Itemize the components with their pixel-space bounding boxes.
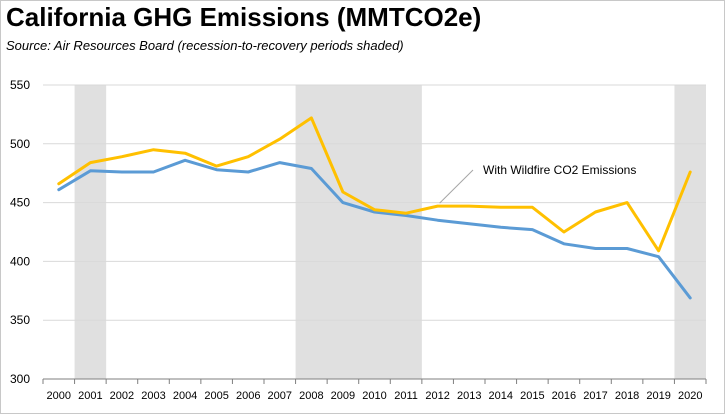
x-tick-label: 2012 bbox=[425, 390, 449, 402]
shaded-period-1 bbox=[295, 85, 422, 379]
x-tick-label: 2016 bbox=[552, 390, 576, 402]
gridlines bbox=[43, 84, 706, 321]
y-tick-label: 300 bbox=[10, 372, 30, 386]
shaded-period-2 bbox=[674, 85, 706, 379]
x-tick-label: 2011 bbox=[394, 390, 418, 402]
x-tick-label: 2019 bbox=[646, 390, 670, 402]
x-tick-label: 2007 bbox=[268, 390, 292, 402]
x-tick-label: 2015 bbox=[520, 390, 544, 402]
x-tick-label: 2018 bbox=[615, 390, 639, 402]
annotation-leader-line bbox=[439, 169, 474, 204]
x-tick-label: 2020 bbox=[678, 390, 702, 402]
y-tick-label: 400 bbox=[10, 254, 30, 268]
shaded-periods bbox=[74, 85, 706, 379]
x-tick-label: 2014 bbox=[489, 390, 513, 402]
x-tick-label: 2004 bbox=[173, 390, 197, 402]
chart-title: California GHG Emissions (MMTCO2e) bbox=[6, 2, 482, 32]
x-tick-label: 2013 bbox=[457, 390, 481, 402]
x-tick-label: 2017 bbox=[583, 390, 607, 402]
annotation: With Wildfire CO2 Emissions bbox=[439, 163, 636, 204]
y-tick-label: 550 bbox=[10, 78, 30, 92]
chart-subtitle: Source: Air Resources Board (recession-t… bbox=[6, 38, 404, 53]
annotation-label: With Wildfire CO2 Emissions bbox=[483, 163, 636, 177]
x-tick-label: 2005 bbox=[204, 390, 228, 402]
shaded-period-0 bbox=[74, 85, 107, 379]
x-tick-label: 2009 bbox=[331, 390, 355, 402]
y-axis-ticks: 300 350 400 450 500 550 bbox=[10, 78, 30, 386]
data-series bbox=[57, 116, 692, 300]
x-tick-label: 2010 bbox=[362, 390, 386, 402]
series-line-base bbox=[57, 158, 692, 300]
x-tick-label: 2008 bbox=[299, 390, 323, 402]
y-tick-label: 350 bbox=[10, 313, 30, 327]
x-tick-label: 2006 bbox=[236, 390, 260, 402]
x-axis-ticks: 2000 2001 2002 2003 2004 2005 2006 2007 2008 2009… bbox=[42, 379, 707, 402]
x-tick-label: 2002 bbox=[110, 390, 134, 402]
y-tick-label: 500 bbox=[10, 137, 30, 151]
series-line-with-wildfire bbox=[57, 116, 692, 253]
x-tick-label: 2003 bbox=[141, 390, 165, 402]
y-tick-label: 450 bbox=[10, 196, 30, 210]
x-tick-label: 2001 bbox=[78, 390, 102, 402]
x-tick-label: 2000 bbox=[47, 390, 71, 402]
